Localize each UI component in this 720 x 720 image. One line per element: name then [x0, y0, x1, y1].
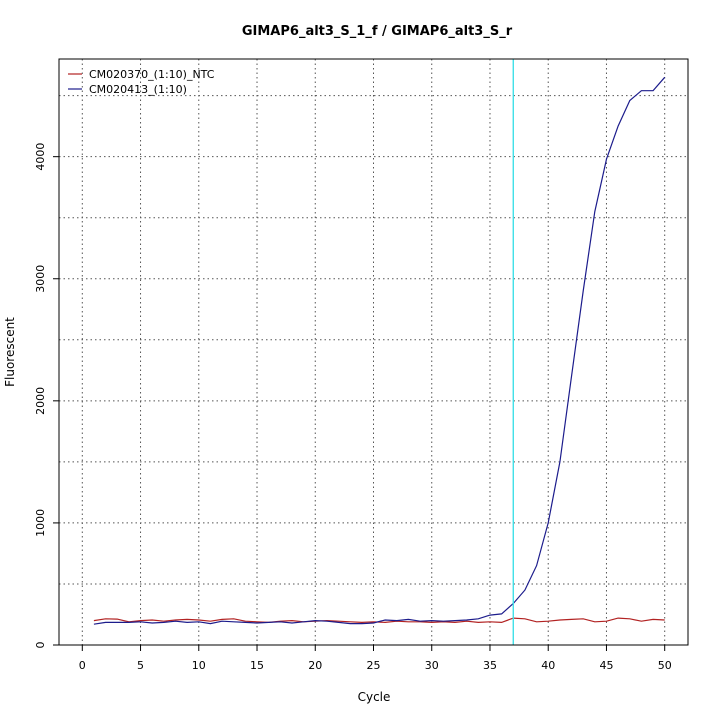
legend-label-1: CM020370_(1:10)_NTC: [89, 68, 215, 81]
y-axis: 0 1000 2000 3000 4000: [34, 143, 59, 649]
x-tick-label: 5: [137, 659, 144, 672]
y-tick-label: 2000: [34, 387, 47, 415]
x-tick-label: 35: [483, 659, 497, 672]
x-tick-label: 40: [541, 659, 555, 672]
chart-title: GIMAP6_alt3_S_1_f / GIMAP6_alt3_S_r: [242, 24, 513, 39]
y-tick-label: 4000: [34, 143, 47, 171]
grid-lines: [59, 59, 688, 646]
x-tick-label: 20: [308, 659, 322, 672]
series-line-2: [93, 76, 666, 625]
legend-label-2: CM020413_(1:10): [89, 83, 187, 96]
y-tick-label: 0: [34, 642, 47, 649]
x-tick-label: 25: [367, 659, 381, 672]
x-tick-label: 0: [79, 659, 86, 672]
x-tick-label: 15: [250, 659, 264, 672]
y-tick-label: 3000: [34, 265, 47, 293]
x-tick-label: 30: [425, 659, 439, 672]
data-series: [93, 76, 666, 625]
x-axis-label: Cycle: [358, 690, 391, 704]
x-tick-label: 50: [658, 659, 672, 672]
y-axis-label: Fluorescent: [3, 317, 17, 387]
x-axis: 0 5 10 15 20 25 30 35 40 45 50: [79, 645, 672, 672]
x-tick-label: 45: [599, 659, 613, 672]
y-tick-label: 1000: [34, 509, 47, 537]
legend: CM020370_(1:10)_NTC CM020413_(1:10): [68, 68, 215, 96]
x-tick-label: 10: [192, 659, 206, 672]
